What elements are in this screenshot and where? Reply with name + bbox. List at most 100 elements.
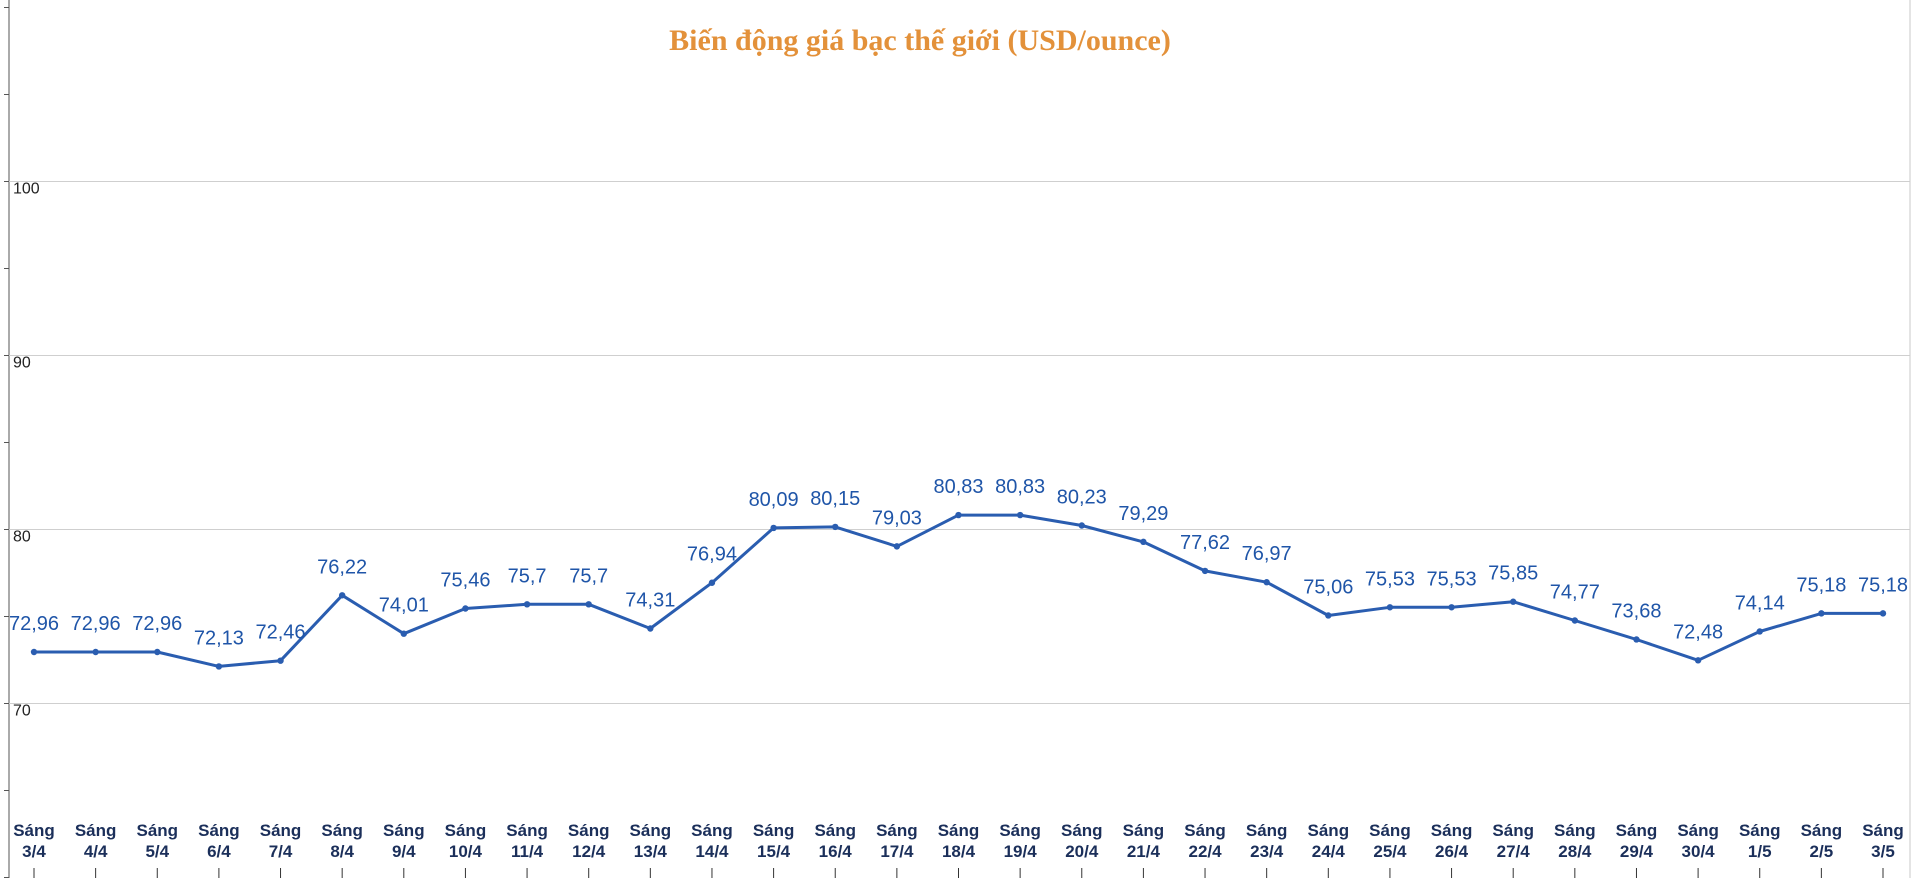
data-point xyxy=(523,601,531,608)
y-tick-label: 80 xyxy=(13,529,31,546)
x-tick-label-line2: 21/4 xyxy=(1127,842,1161,861)
x-tick-label-line1: Sáng xyxy=(1616,821,1658,840)
x-tick-label-line2: 1/5 xyxy=(1748,842,1772,861)
x-tick-label-line1: Sáng xyxy=(445,821,487,840)
data-label: 72,46 xyxy=(256,622,306,644)
x-tick-label-line1: Sáng xyxy=(506,821,548,840)
data-label: 75,46 xyxy=(440,569,490,591)
data-label: 76,94 xyxy=(687,544,737,566)
data-label: 75,85 xyxy=(1488,563,1538,585)
x-tick-label-line2: 28/4 xyxy=(1558,842,1592,861)
data-point xyxy=(955,511,962,519)
data-point xyxy=(462,605,469,612)
x-tick-label-line2: 7/4 xyxy=(269,842,293,861)
data-label: 75,7 xyxy=(508,565,547,587)
x-tick-label-line1: Sáng xyxy=(1554,821,1596,840)
x-tick-label-line2: 6/4 xyxy=(207,842,231,861)
x-tick-label-line1: Sáng xyxy=(691,821,733,840)
data-label: 74,31 xyxy=(625,590,675,612)
data-label: 79,03 xyxy=(872,507,922,529)
x-tick-label-line1: Sáng xyxy=(13,821,55,840)
x-tick-label-line1: Sáng xyxy=(938,821,980,840)
data-point xyxy=(1879,610,1887,617)
data-label: 74,01 xyxy=(379,595,429,617)
x-tick-label-line2: 19/4 xyxy=(1004,842,1038,861)
x-tick-label-line1: Sáng xyxy=(999,821,1041,840)
data-point xyxy=(1448,604,1455,611)
x-tick-label-line1: Sáng xyxy=(260,821,302,840)
data-label: 75,53 xyxy=(1365,568,1415,590)
x-tick-label-line1: Sáng xyxy=(876,821,918,840)
data-label: 80,15 xyxy=(810,488,860,510)
x-tick-label-line2: 24/4 xyxy=(1312,842,1346,861)
x-tick-label-line2: 22/4 xyxy=(1188,842,1222,861)
x-tick-label-line2: 3/4 xyxy=(22,842,46,861)
data-point xyxy=(1633,636,1640,643)
data-label: 75,18 xyxy=(1796,574,1846,596)
data-point xyxy=(338,592,346,599)
data-point xyxy=(277,657,284,664)
data-label: 72,48 xyxy=(1673,621,1723,643)
x-tick-label-line2: 8/4 xyxy=(330,842,354,861)
x-tick-label-line2: 12/4 xyxy=(572,842,606,861)
data-point xyxy=(770,524,777,532)
data-point xyxy=(215,663,223,670)
x-tick-label-line2: 2/5 xyxy=(1810,842,1834,861)
x-tick-label-line1: Sáng xyxy=(136,821,178,840)
data-label: 79,29 xyxy=(1118,503,1168,525)
x-tick-label-line2: 5/4 xyxy=(145,842,169,861)
data-label: 72,96 xyxy=(132,613,182,635)
data-label: 80,09 xyxy=(749,489,799,511)
y-tick-label: 70 xyxy=(13,703,31,720)
x-tick-label-line1: Sáng xyxy=(1369,821,1411,840)
data-point xyxy=(1201,567,1209,575)
x-tick-label-line1: Sáng xyxy=(1862,821,1904,840)
x-tick-label-line2: 26/4 xyxy=(1435,842,1469,861)
data-point xyxy=(30,648,38,656)
x-tick-label-line1: Sáng xyxy=(1677,821,1719,840)
data-point xyxy=(92,648,99,656)
x-tick-label-line2: 20/4 xyxy=(1065,842,1099,861)
data-point xyxy=(708,579,716,586)
data-label: 74,77 xyxy=(1550,582,1600,604)
x-tick-label-line1: Sáng xyxy=(1739,821,1781,840)
data-point xyxy=(1263,579,1270,586)
data-label: 80,83 xyxy=(933,476,983,498)
data-labels: 72,96 72,96 72,96 72,13 72,46 76,22 74,01 75,46… xyxy=(9,476,1908,649)
data-point xyxy=(1510,598,1517,605)
x-tick-label-line2: 11/4 xyxy=(511,842,544,861)
data-point xyxy=(832,523,839,531)
data-point xyxy=(893,543,901,550)
x-axis-labels: Sáng 3/4 Sáng 4/4 Sáng 5/4 Sáng 6/4 Sáng 7/4 Sáng 8… xyxy=(13,821,1904,878)
data-points xyxy=(30,511,1887,670)
x-tick-label-line2: 10/4 xyxy=(449,842,483,861)
x-tick-label-line1: Sáng xyxy=(1308,821,1350,840)
data-point xyxy=(1386,604,1394,611)
x-tick-label-line1: Sáng xyxy=(75,821,117,840)
x-tick-label-line2: 13/4 xyxy=(634,842,668,861)
data-label: 76,97 xyxy=(1242,543,1292,565)
x-tick-label-line2: 4/4 xyxy=(84,842,108,861)
x-tick-label-line2: 15/4 xyxy=(757,842,791,861)
data-label: 76,22 xyxy=(317,556,367,578)
y-axis-ticks: 70 80 90 100 xyxy=(13,181,40,720)
data-label: 73,68 xyxy=(1611,600,1661,622)
data-label: 72,96 xyxy=(9,613,59,635)
data-point xyxy=(1140,538,1147,546)
x-tick-label-line1: Sáng xyxy=(1123,821,1165,840)
data-label: 77,62 xyxy=(1180,532,1230,554)
x-tick-label-line1: Sáng xyxy=(1431,821,1473,840)
data-label: 72,96 xyxy=(71,613,121,635)
x-tick-label-line1: Sáng xyxy=(568,821,610,840)
data-point xyxy=(1694,657,1702,664)
x-tick-label-line2: 14/4 xyxy=(695,842,729,861)
data-point xyxy=(1078,522,1085,529)
x-tick-label-line2: 23/4 xyxy=(1250,842,1284,861)
x-tick-label-line1: Sáng xyxy=(753,821,795,840)
data-point xyxy=(1818,610,1825,617)
x-tick-label-line1: Sáng xyxy=(814,821,856,840)
data-point xyxy=(1571,617,1579,624)
data-point xyxy=(647,625,654,632)
x-tick-label-line2: 17/4 xyxy=(880,842,914,861)
